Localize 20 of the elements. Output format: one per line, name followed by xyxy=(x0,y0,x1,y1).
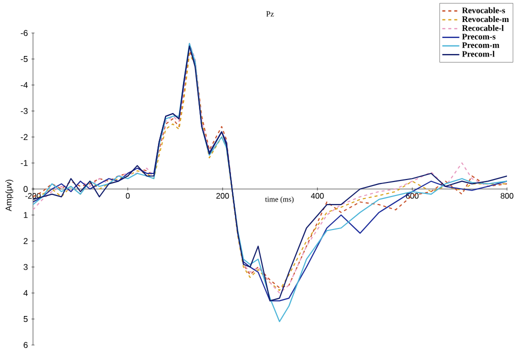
legend-label: Precom-l xyxy=(462,50,495,57)
y-tick-label: 6 xyxy=(24,342,28,348)
y-tick-label: 5 xyxy=(24,316,28,322)
legend-label: Revocable-s xyxy=(462,7,506,14)
y-tick-label: -2 xyxy=(20,134,28,140)
legend-label: Recocable-l xyxy=(462,24,504,31)
y-tick-label: 1 xyxy=(24,212,28,218)
legend-label: Revocable-m xyxy=(462,16,509,22)
y-tick-label: 2 xyxy=(24,238,28,244)
y-tick-label: 0 xyxy=(24,186,28,192)
y-tick-label: 3 xyxy=(24,264,28,270)
y-tick-label: -3 xyxy=(20,108,28,114)
legend-label: Precom-s xyxy=(462,34,496,40)
y-tick-label: -6 xyxy=(20,30,28,36)
y-tick-label: -5 xyxy=(20,56,28,62)
y-tick-label: -1 xyxy=(20,160,28,166)
y-axis-title: Amp(μv) xyxy=(5,180,14,212)
y-tick-label: -4 xyxy=(20,82,28,88)
y-tick-label: 4 xyxy=(23,290,28,296)
legend-label: Precom-m xyxy=(462,42,500,48)
